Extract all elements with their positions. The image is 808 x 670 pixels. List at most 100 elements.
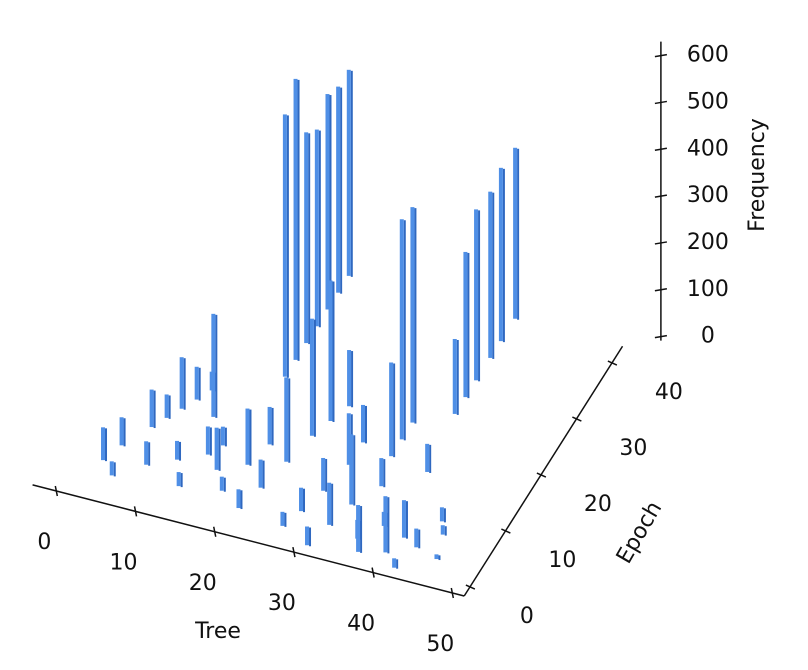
z-tick [654,194,668,198]
bar-side [456,339,459,415]
bar [220,426,225,446]
bar [498,167,503,342]
bar [149,389,154,428]
bar [219,476,224,491]
y-tick-label: 20 [584,492,612,517]
bar-side [492,192,495,359]
bar-side [331,483,334,526]
z-tick [654,100,668,105]
bar [325,94,330,310]
y-axis-line [463,345,624,597]
bar-side [223,477,226,492]
bar [327,482,332,525]
bar-side [309,527,312,547]
bar-side [218,428,221,471]
bar [474,209,479,381]
bar [144,441,149,465]
bar [309,318,314,436]
x-tick [450,587,455,599]
bar [383,496,388,553]
bar-side [105,428,108,462]
bar [389,362,394,457]
bar [439,507,444,522]
bar [293,78,298,360]
bar-side [438,555,441,561]
bar-side [148,442,151,466]
bar [346,413,351,465]
z-tick [654,147,668,152]
bar-side [297,79,300,361]
z-tick-label: 600 [687,43,729,68]
bar [336,86,341,293]
bar-side [365,405,367,444]
bar-side [198,367,201,401]
bar [267,406,272,445]
x-tick [212,526,217,537]
bar-side [444,526,447,536]
y-tick-label: 40 [655,380,683,405]
bar [349,434,354,505]
bar-side [313,319,316,437]
bar [347,350,352,407]
bar [488,191,493,358]
bar [399,219,404,440]
bar [328,280,333,421]
y-tick [501,528,511,534]
x-tick [292,547,296,558]
z-tick [654,288,668,292]
x-tick-label: 40 [347,612,375,637]
bar [101,427,106,461]
bar-side [393,363,396,458]
bar [205,426,210,455]
bar [258,459,263,488]
bar-side [403,220,406,441]
bar-side [387,497,390,554]
bar [346,69,351,276]
bar-side [353,435,356,506]
z-tick [654,334,668,339]
bar [513,147,518,319]
bar [284,377,289,462]
y-axis-title: Epoch [612,497,667,568]
bar [414,528,419,548]
bar [280,511,285,526]
bar [194,366,199,400]
x-tick-label: 0 [37,530,51,555]
z-tick-label: 200 [687,230,729,255]
bar-side [383,459,386,488]
x-tick [54,485,59,497]
bar-side [240,490,243,510]
bar-side [249,409,252,466]
bar-side [153,390,156,429]
bar [245,408,250,465]
bar [109,461,114,476]
bar-side [405,501,408,539]
bar-side [284,512,287,527]
bar-side [443,508,446,523]
bar-side [418,529,421,549]
y-tick-label: 30 [619,436,647,461]
x-axis-line [32,484,465,597]
x-tick-label: 10 [110,550,138,575]
bar-side [209,427,212,456]
x-tick-label: 30 [268,591,296,616]
bar-side [179,441,182,461]
x-tick [133,506,138,517]
y-tick [465,584,476,590]
y-tick [536,472,547,478]
bar [299,487,304,512]
bar [440,525,445,535]
bar-side [288,378,291,463]
bar [425,443,430,472]
z-tick-label: 100 [687,277,729,302]
bar-side [478,210,481,382]
z-tick-label: 300 [687,183,729,208]
bar [452,338,457,414]
bar-side [517,148,520,320]
bar-side [414,208,417,424]
bar [282,114,287,377]
bar [164,394,169,418]
y-tick [607,360,618,366]
x-tick-label: 20 [189,571,217,596]
